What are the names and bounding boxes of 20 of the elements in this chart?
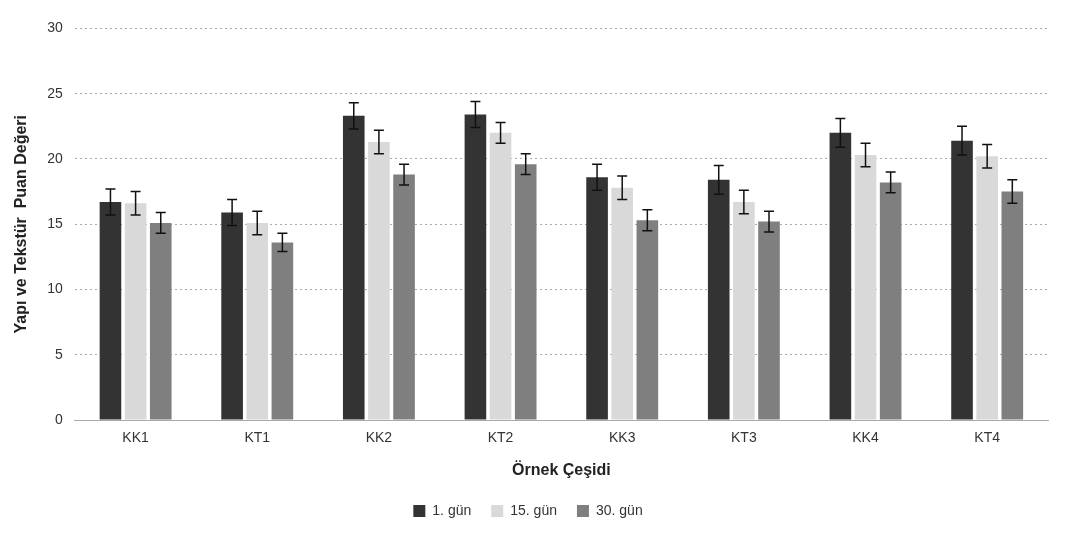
- y-tick-label: 15: [47, 215, 63, 232]
- x-tick-label: KT1: [244, 429, 271, 446]
- y-tick-label: 25: [47, 84, 63, 101]
- x-tick-label: KK2: [365, 429, 393, 446]
- y-tick-label: 5: [54, 345, 63, 362]
- x-tick-label: KT2: [487, 429, 514, 446]
- y-tick-label: 30: [47, 19, 63, 36]
- y-tick-label: 10: [47, 280, 63, 297]
- y-axis-title: Yapı ve Tekstür Puan Değeri: [12, 114, 30, 334]
- x-tick-label: KK3: [608, 429, 636, 446]
- x-tick-label: KT4: [974, 429, 1001, 446]
- y-tick-label: 20: [47, 149, 63, 166]
- x-tick-label: KK1: [122, 429, 150, 446]
- x-tick-label: KT3: [731, 429, 757, 446]
- legend-label: 30. gün: [595, 501, 643, 518]
- legend-label: 15. gün: [510, 501, 557, 518]
- x-axis-title: Örnek Çeşidi: [512, 459, 611, 478]
- legend-label: 1. gün: [432, 501, 472, 518]
- x-tick-label: KK4: [852, 429, 879, 446]
- y-tick-label: 0: [54, 410, 63, 427]
